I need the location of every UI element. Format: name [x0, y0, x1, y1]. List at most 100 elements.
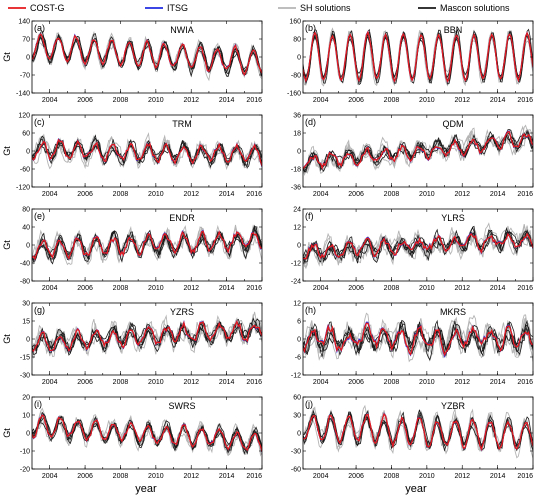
x-tick-label: 2004: [313, 97, 329, 104]
panel-letter: (j): [305, 399, 313, 409]
legend-label: COST-G: [30, 3, 65, 13]
y-tick-label: 0: [26, 243, 30, 250]
x-tick-label: 2008: [113, 285, 129, 292]
y-tick-label: 140: [18, 19, 30, 26]
y-tick-label: 10: [22, 413, 30, 420]
x-tick-label: 2014: [490, 191, 506, 198]
x-tick-label: 2004: [313, 473, 329, 480]
x-tick-label: 2014: [490, 285, 506, 292]
x-tick-label: 2010: [419, 473, 435, 480]
x-tick-label: 2008: [113, 379, 129, 386]
x-tick-label: 2004: [42, 97, 58, 104]
y-tick-label: 0: [297, 431, 301, 438]
y-axis-label: Gt: [2, 146, 12, 156]
panel-2: -120 -60 0 60 120 2004 2006 2008 2010 2012 2014 201…: [2, 113, 263, 198]
panel-letter: (h): [305, 305, 316, 315]
y-tick-label: 160: [289, 19, 301, 26]
x-tick-label: 2008: [113, 97, 129, 104]
series-mascon-2: [32, 416, 262, 454]
x-tick-label: 2012: [183, 97, 199, 104]
plot-area: [32, 224, 262, 266]
y-tick-label: 0: [26, 149, 30, 156]
x-tick-label: 2008: [113, 473, 129, 480]
x-tick-label: 2014: [490, 473, 506, 480]
x-tick-label: 2004: [42, 379, 58, 386]
panel-title: BBN: [444, 25, 463, 35]
x-tick-label: 2010: [148, 285, 164, 292]
y-tick-label: -24: [291, 279, 301, 286]
x-tick-label: 2014: [219, 379, 235, 386]
x-tick-label: 2010: [419, 379, 435, 386]
x-tick-label: 2016: [517, 379, 533, 386]
x-tick-label: 2006: [77, 97, 93, 104]
panel-title: YZBR: [441, 401, 466, 411]
plot-area: [32, 30, 262, 82]
x-tick-label: 2010: [148, 473, 164, 480]
panel-5: -24 -12 0 12 24 2004 2006 2008 2010 2012 2014 2016 (…: [291, 207, 534, 292]
panel-title: MKRS: [440, 307, 466, 317]
plot-area: [32, 132, 262, 171]
y-tick-label: 0: [297, 337, 301, 344]
y-tick-label: 70: [22, 37, 30, 44]
panel-letter: (b): [305, 23, 316, 33]
panel-letter: (e): [34, 211, 45, 221]
y-tick-label: -10: [20, 449, 30, 456]
y-tick-label: -60: [291, 467, 301, 474]
panel-letter: (a): [34, 23, 45, 33]
x-tick-label: 2016: [517, 97, 533, 104]
x-tick-label: 2008: [384, 285, 400, 292]
x-tick-label: 2012: [183, 379, 199, 386]
x-tick-label: 2014: [490, 97, 506, 104]
plot-area: [32, 407, 262, 457]
plot-area: [303, 312, 533, 363]
panel-letter: (f): [305, 211, 314, 221]
x-tick-label: 2006: [348, 285, 364, 292]
series-cost-g: [303, 30, 533, 83]
plot-area: [303, 124, 533, 176]
y-tick-label: 0: [297, 149, 301, 156]
x-tick-label: 2010: [419, 285, 435, 292]
x-tick-label: 2016: [246, 285, 262, 292]
y-tick-label: 0: [26, 431, 30, 438]
y-tick-label: -120: [16, 185, 30, 192]
legend-label: ITSG: [167, 3, 188, 13]
panel-6: -30 -15 0 15 30 2004 2006 2008 2010 2012 2014 2016 (…: [2, 301, 263, 386]
x-tick-label: 2014: [490, 379, 506, 386]
y-tick-label: -80: [20, 279, 30, 286]
y-tick-label: 30: [293, 413, 301, 420]
plot-area: [303, 222, 533, 270]
panel-0: -140 -70 0 70 140 2004 2006 2008 2010 2012 2014 201…: [2, 19, 263, 104]
panel-3: -36 -18 0 18 36 2004 2006 2008 2010 2012 2014 2016 (…: [291, 113, 534, 198]
x-tick-label: 2010: [419, 97, 435, 104]
x-tick-label: 2006: [77, 379, 93, 386]
series-cost-g: [32, 33, 262, 77]
series-sh-3: [32, 224, 262, 264]
panel-frame: [31, 114, 263, 188]
legend-item-1: ITSG: [145, 3, 188, 13]
panel-title: NWIA: [170, 25, 194, 35]
x-tick-label: 2008: [113, 191, 129, 198]
x-tick-label: 2016: [246, 191, 262, 198]
y-tick-label: -20: [20, 467, 30, 474]
y-tick-label: -36: [291, 185, 301, 192]
y-tick-label: 36: [293, 113, 301, 120]
legend-label: SH solutions: [300, 3, 351, 13]
panel-title: ENDR: [169, 213, 195, 223]
x-tick-label: 2014: [219, 473, 235, 480]
x-tick-label: 2006: [348, 191, 364, 198]
x-tick-label: 2004: [42, 473, 58, 480]
x-tick-label: 2012: [454, 473, 470, 480]
panel-title: YZRS: [170, 307, 194, 317]
x-tick-label: 2010: [148, 97, 164, 104]
x-axis-label-left: year: [135, 483, 157, 495]
x-tick-label: 2006: [348, 379, 364, 386]
series-sh-0: [32, 316, 262, 358]
x-tick-label: 2010: [419, 191, 435, 198]
series-cost-g: [32, 138, 262, 167]
panel-9: -60 -30 0 30 60 2004 2006 2008 2010 2012 2014 2016 (…: [291, 395, 534, 480]
x-tick-label: 2006: [77, 191, 93, 198]
y-tick-label: 30: [22, 301, 30, 308]
series-sh-3: [32, 132, 262, 170]
legend-label: Mascon solutions: [440, 3, 510, 13]
y-tick-label: -40: [20, 261, 30, 268]
